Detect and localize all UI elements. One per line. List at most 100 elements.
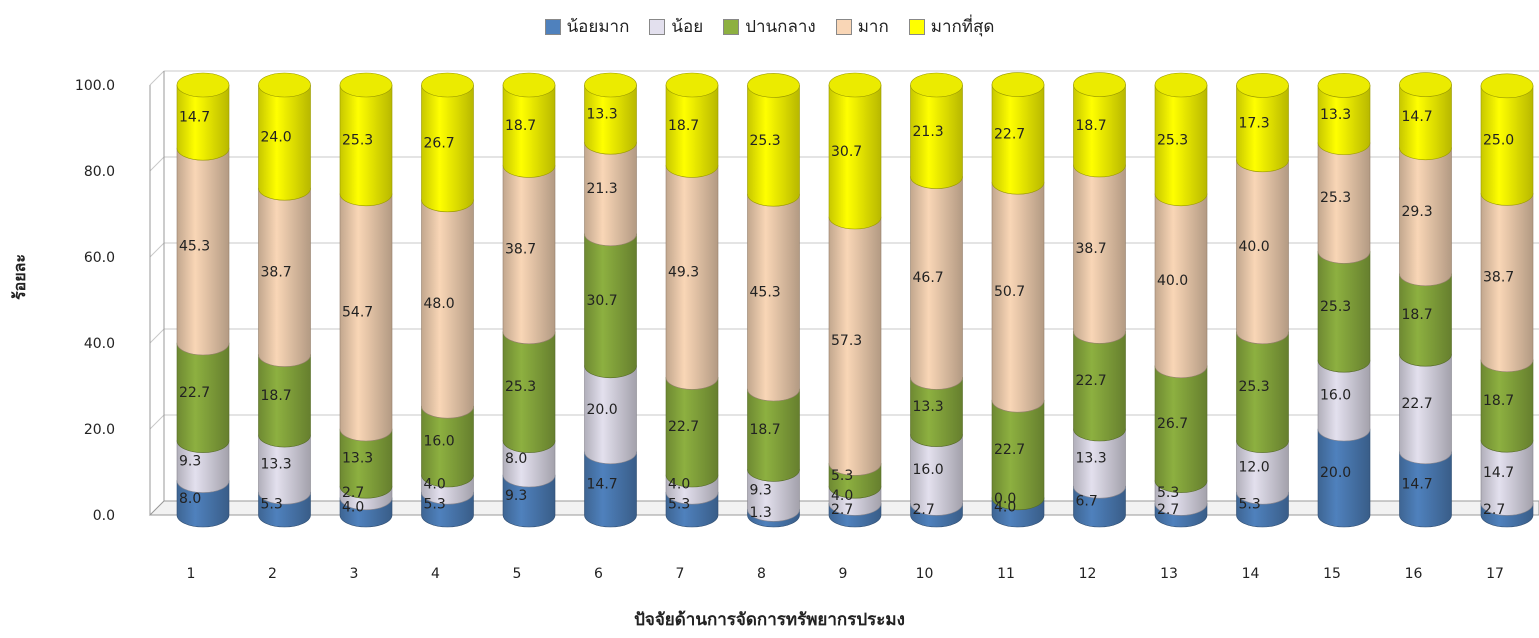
bar-1: [502, 474, 556, 528]
x-tick-label: 2: [268, 566, 277, 582]
bar-5: [1154, 84, 1208, 207]
gridline-side: [149, 70, 165, 86]
bar-top-cap: [747, 73, 800, 98]
bar-top-cap: [1399, 72, 1452, 97]
bar-top-cap: [1236, 73, 1289, 98]
data-label: 30.7: [831, 144, 862, 160]
data-label: 18.7: [1483, 393, 1514, 409]
bar-5: [1236, 85, 1289, 173]
bar-2: [1236, 440, 1289, 505]
data-label: 13.3: [587, 107, 618, 123]
bar-5: [991, 84, 1045, 195]
data-label: 6.7: [1076, 494, 1098, 510]
bar-stack-5: 9.3 8.0 25.3 38.7 18.7: [502, 72, 556, 528]
bar-stack-12: 6.7 13.3 22.7 38.7 18.7: [1073, 72, 1126, 528]
bar-stack-14: 5.3 12.0 25.3 40.0 17.3: [1236, 73, 1289, 528]
bar-1: [1399, 451, 1452, 528]
data-label: 0.0: [994, 491, 1016, 507]
data-label: 18.7: [1076, 118, 1107, 134]
data-label: 25.3: [342, 132, 373, 148]
x-tick-label: 15: [1323, 566, 1341, 582]
bar-5: [747, 85, 800, 207]
bar-3: [747, 388, 800, 482]
data-label: 38.7: [261, 264, 292, 280]
data-label: 17.3: [1239, 116, 1270, 132]
data-label: 21.3: [587, 181, 618, 197]
data-label: 50.7: [994, 284, 1025, 300]
data-label: 24.0: [261, 130, 292, 146]
bar-top-cap: [991, 72, 1045, 97]
bar-3: [665, 377, 719, 488]
data-label: 48.0: [424, 296, 455, 312]
data-label: 14.7: [179, 110, 210, 126]
data-label: 20.0: [587, 402, 618, 418]
bar-3: [339, 428, 393, 499]
data-label: 14.7: [1402, 476, 1433, 492]
bar-top-cap: [1480, 73, 1534, 99]
data-label: 18.7: [668, 118, 699, 134]
data-label: 40.0: [1157, 273, 1188, 289]
x-tick-label: 6: [594, 566, 603, 582]
bar-1: [1317, 428, 1371, 528]
bar-3: [421, 405, 474, 488]
data-label: 16.0: [1320, 388, 1351, 404]
data-label: 9.3: [179, 454, 201, 470]
data-label: 18.7: [505, 118, 536, 134]
legend-item-5: มากที่สุด: [908, 13, 995, 40]
data-label: 25.3: [1157, 132, 1188, 148]
bar-stack-15: 20.0 16.0 25.3 25.3 13.3: [1317, 73, 1371, 528]
x-tick-label: 17: [1486, 566, 1504, 582]
bar-top-cap: [339, 72, 393, 98]
bar-3: [991, 399, 1045, 511]
legend-label: น้อย: [671, 17, 704, 37]
bar-2: [747, 469, 800, 522]
legend-label: มากที่สุด: [930, 17, 995, 37]
bar-4: [258, 187, 311, 367]
bar-4: [747, 193, 800, 402]
data-label: 5.3: [1157, 485, 1179, 501]
x-tick-label: 9: [839, 566, 848, 582]
x-tick-label: 16: [1405, 566, 1423, 582]
bar-4: [584, 141, 637, 247]
bar-4: [1399, 147, 1452, 287]
bar-5: [421, 84, 474, 213]
bar-3: [258, 354, 311, 448]
bar-stack-8: 1.3 9.3 18.7 45.3 25.3: [747, 73, 800, 528]
legend-item-2: น้อย: [649, 13, 703, 40]
data-label: 2.7: [913, 502, 935, 518]
y-tick-label: 20.0: [84, 422, 115, 438]
legend-swatch: [908, 18, 925, 35]
bar-stack-10: 2.7 16.0 13.3 46.7 21.3: [910, 72, 963, 528]
data-label: 18.7: [1402, 307, 1433, 323]
data-label: 18.7: [750, 422, 781, 438]
data-label: 2.7: [1157, 502, 1179, 518]
bar-stack-1: 8.0 9.3 22.7 45.3 14.7: [176, 72, 230, 528]
data-label: 20.0: [1320, 465, 1351, 481]
data-label: 4.0: [424, 477, 446, 493]
bar-top-cap: [1317, 73, 1371, 98]
bar-top-cap: [421, 72, 474, 98]
data-label: 45.3: [179, 239, 210, 255]
bar-4: [1073, 164, 1126, 344]
data-label: 22.7: [994, 126, 1025, 142]
bar-4: [991, 181, 1045, 413]
data-label: 8.0: [179, 491, 201, 507]
data-label: 22.7: [994, 442, 1025, 458]
x-tick-label: 4: [431, 566, 440, 582]
data-label: 18.7: [261, 388, 292, 404]
bar-3: [1236, 331, 1289, 453]
data-label: 38.7: [1076, 241, 1107, 257]
legend-label: น้อยมาก: [566, 17, 630, 37]
data-label: 54.7: [342, 304, 373, 320]
data-label: 5.3: [668, 497, 690, 513]
data-label: 30.7: [587, 293, 618, 309]
bar-4: [828, 216, 882, 476]
data-label: 16.0: [424, 434, 455, 450]
data-label: 57.3: [831, 333, 862, 349]
bar-top-cap: [584, 72, 637, 98]
y-tick-label: 60.0: [84, 250, 115, 266]
bar-stack-2: 5.3 13.3 18.7 38.7 24.0: [258, 72, 311, 528]
data-label: 14.7: [587, 476, 618, 492]
x-axis-label: ปัจจัยด้านการจัดการทรัพยากรประมง: [634, 610, 905, 630]
